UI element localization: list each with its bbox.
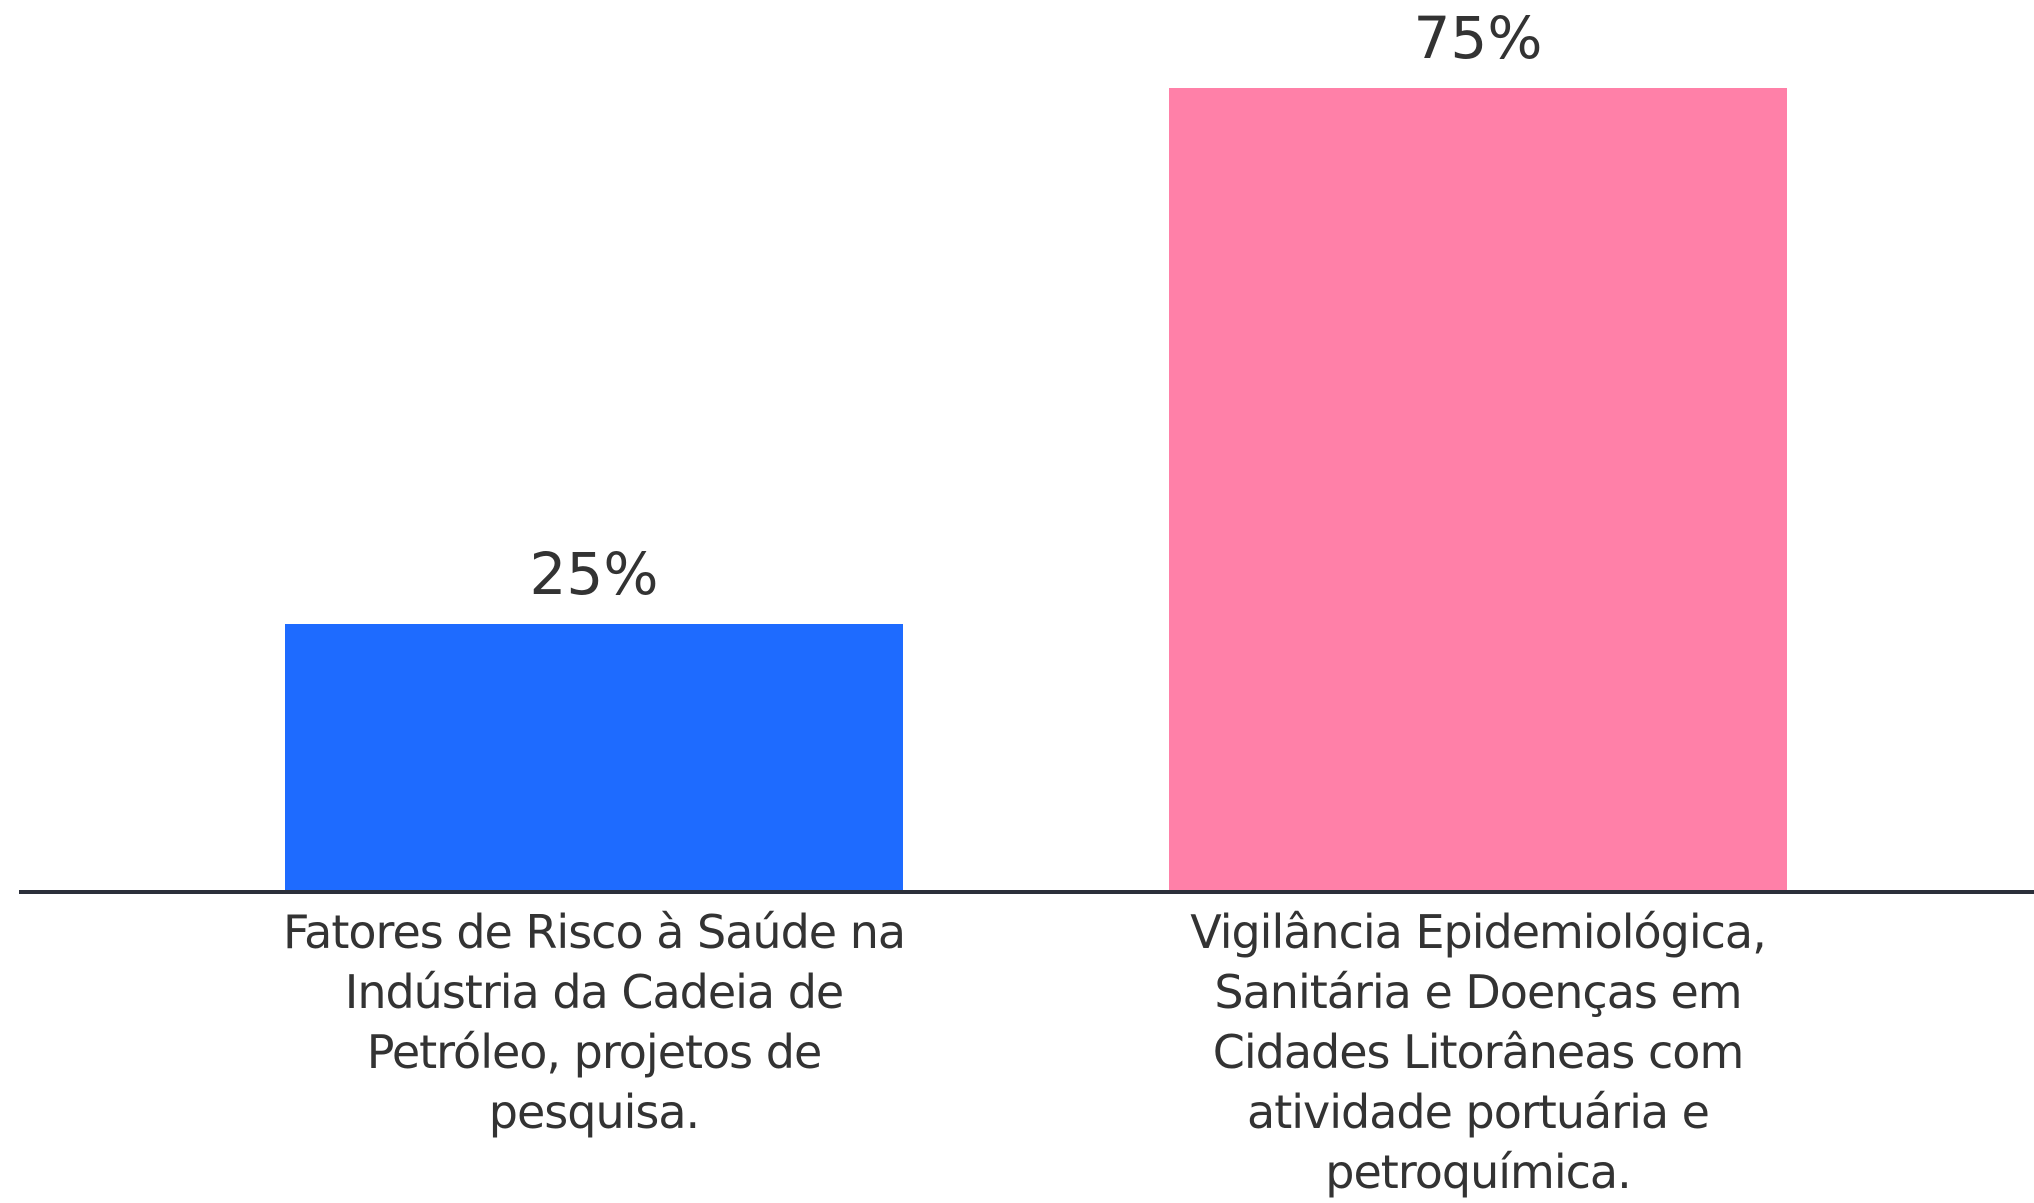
bar [285, 624, 903, 892]
x-tick-label: Fatores de Risco à Saúde na Indústria da… [282, 905, 906, 1139]
x-tick-label: Vigilância Epidemiológica, Sanitária e D… [1190, 905, 1767, 1199]
value-label: 75% [1414, 4, 1543, 72]
bar [1169, 88, 1787, 892]
value-label: 25% [530, 540, 659, 608]
